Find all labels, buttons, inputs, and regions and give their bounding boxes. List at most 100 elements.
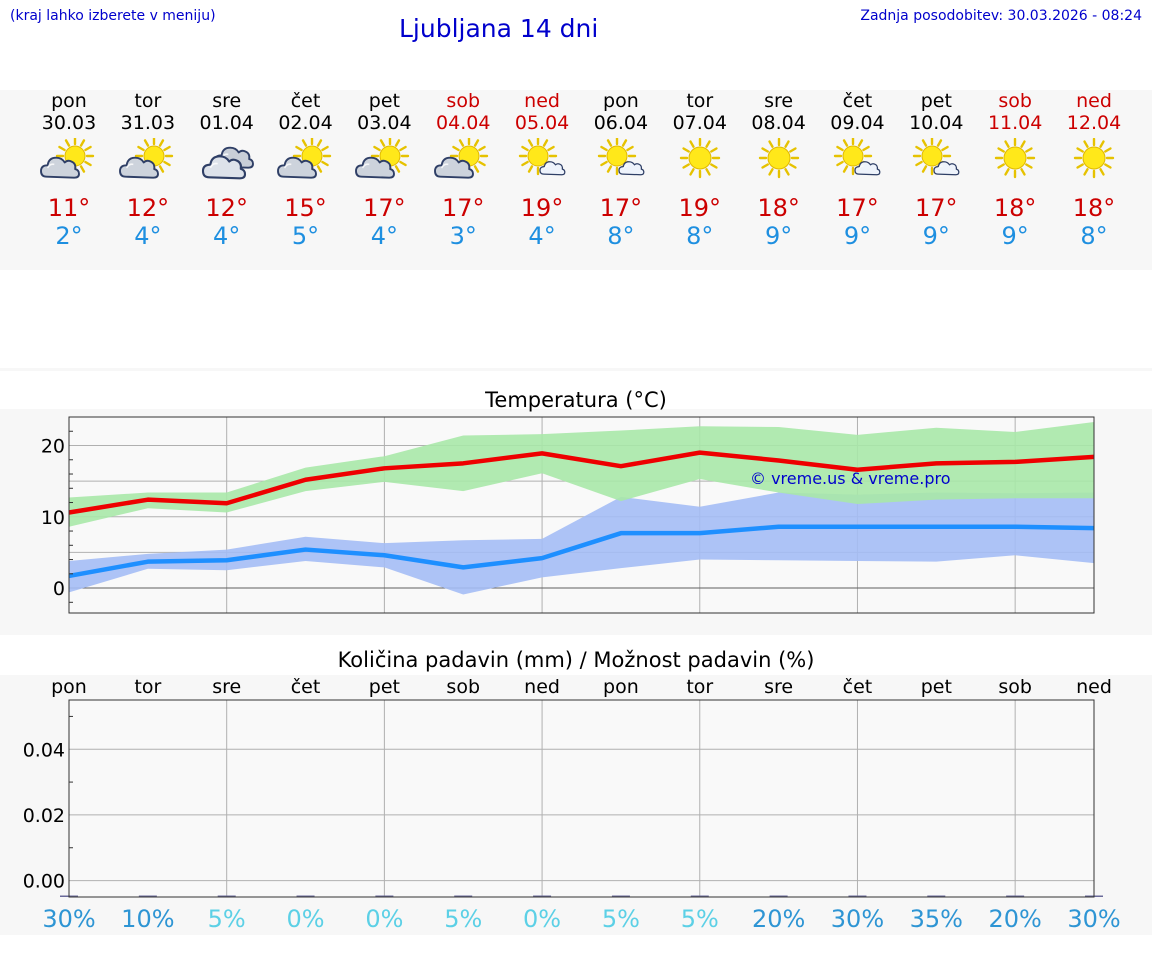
precip-bar [217, 895, 236, 897]
precip-y-tick-label: 0.00 [23, 871, 65, 893]
day-date: 07.04 [672, 112, 727, 134]
temp-max: 18° [1072, 194, 1116, 222]
temp-min: 4° [370, 222, 399, 250]
temp-min: 8° [607, 222, 635, 250]
partly-cloudy-icon [40, 138, 95, 179]
precip-x-tick-label: čet [291, 676, 321, 698]
day-column: sob 11.04 18° 9° [970, 90, 1060, 250]
day-date: 12.04 [1066, 112, 1122, 134]
sun-icon [679, 138, 720, 179]
precip-y-tick-label: 0.04 [23, 739, 65, 761]
temp-y-tick-label: 0 [53, 578, 65, 600]
temp-chart-title: Temperatura (°C) [485, 388, 667, 412]
temp-max: 11° [47, 194, 91, 222]
day-name: pon [603, 90, 639, 112]
temp-min: 4° [213, 222, 241, 250]
precip-probability-label: 20% [988, 905, 1041, 933]
day-name: čet [842, 90, 873, 112]
day-date: 05.04 [514, 112, 570, 134]
precip-x-tick-label: pet [921, 676, 952, 698]
precip-x-tick-label: sob [446, 676, 480, 698]
precip-probability-label: 20% [752, 905, 805, 933]
day-date: 31.03 [120, 112, 176, 134]
temp-min: 3° [449, 222, 477, 250]
precip-x-tick-label: ned [524, 676, 560, 698]
temp-min: 9° [843, 222, 872, 250]
day-name: ned [524, 90, 560, 112]
sun-icon [1073, 138, 1115, 179]
temp-max: 17° [441, 194, 485, 222]
day-name: pet [920, 90, 952, 112]
precip-bar [533, 895, 552, 897]
temp-max: 17° [836, 194, 879, 222]
last-update: Zadnja posodobitev: 30.03.2026 - 08:24 [860, 8, 1142, 24]
day-column: sre 08.04 18° 9° [734, 90, 824, 250]
precip-bar [375, 895, 394, 897]
precip-bar [611, 895, 630, 897]
spacer-band [0, 368, 1152, 371]
precip-x-tick-label: čet [843, 676, 873, 698]
precip-bar [927, 895, 946, 897]
day-name: pet [368, 90, 400, 112]
precip-bar [138, 895, 157, 897]
sun-small-cloud-icon [597, 138, 645, 176]
day-name: pon [51, 90, 87, 112]
temp-y-tick-label: 20 [41, 436, 65, 458]
forecast-strip: pon 30.03 11° 2° tor 31.03 12° 4° sre 01.04 12°… [0, 90, 1152, 270]
day-column: ned 12.04 18° 8° [1049, 90, 1139, 250]
precip-probability-label: 0% [365, 905, 403, 933]
day-name: sre [764, 90, 794, 112]
precip-x-tick-label: tor [134, 676, 161, 698]
day-date: 03.04 [357, 112, 412, 134]
precip-bar [454, 895, 473, 897]
precip-y-tick-label: 0.02 [23, 805, 65, 827]
day-column: pon 06.04 17° 8° [576, 90, 666, 250]
precip-x-tick-label: ned [1076, 676, 1112, 698]
day-name: čet [290, 90, 321, 112]
day-date: 08.04 [751, 112, 806, 134]
day-column: sob 04.04 17° 3° [418, 90, 508, 250]
day-column: sre 01.04 12° 4° [182, 90, 272, 250]
precip-bar [848, 895, 867, 897]
precip-plot-area [69, 700, 1094, 897]
precip-probability-label: 0% [523, 905, 561, 933]
day-column: pet 03.04 17° 4° [339, 90, 429, 250]
partly-cloudy-icon [434, 138, 489, 179]
day-name: sob [446, 90, 481, 112]
sun-icon [994, 138, 1036, 179]
temp-min: 9° [922, 222, 950, 250]
precip-x-tick-label: sre [764, 676, 793, 698]
precip-bar [1006, 895, 1025, 897]
precip-x-tick-label: sob [998, 676, 1032, 698]
day-date: 30.03 [41, 112, 97, 134]
temp-max: 12° [205, 194, 248, 222]
precip-bar [296, 895, 315, 897]
page-title: Ljubljana 14 dni [399, 14, 599, 43]
precip-probability-label: 5% [681, 905, 719, 933]
precip-chart-title: Količina padavin (mm) / Možnost padavin … [337, 648, 815, 672]
temp-min: 4° [528, 222, 556, 250]
day-date: 01.04 [199, 112, 254, 134]
precip-probability-label: 5% [444, 905, 482, 933]
day-column: čet 09.04 17° 9° [812, 90, 902, 250]
day-date: 06.04 [593, 112, 649, 134]
temp-min: 2° [55, 222, 83, 250]
precip-probability-label: 30% [831, 905, 884, 933]
precip-plot-frame [68, 699, 1095, 898]
day-date: 04.04 [436, 112, 491, 134]
day-date: 09.04 [830, 112, 885, 134]
temp-max: 12° [126, 194, 170, 222]
temp-max: 15° [284, 194, 327, 222]
temp-max: 19° [520, 194, 564, 222]
temp-min: 8° [686, 222, 714, 250]
day-column: tor 31.03 12° 4° [103, 90, 193, 250]
max-temp-band [69, 421, 1094, 527]
partly-cloudy-icon [276, 138, 331, 179]
day-name: sob [998, 90, 1032, 112]
cloudy-icon [201, 146, 254, 180]
sun-icon [758, 138, 799, 179]
precip-probability-label: 35% [910, 905, 963, 933]
temp-max: 17° [915, 194, 958, 222]
precip-x-tick-label: tor [686, 676, 713, 698]
temp-min: 4° [134, 222, 162, 250]
